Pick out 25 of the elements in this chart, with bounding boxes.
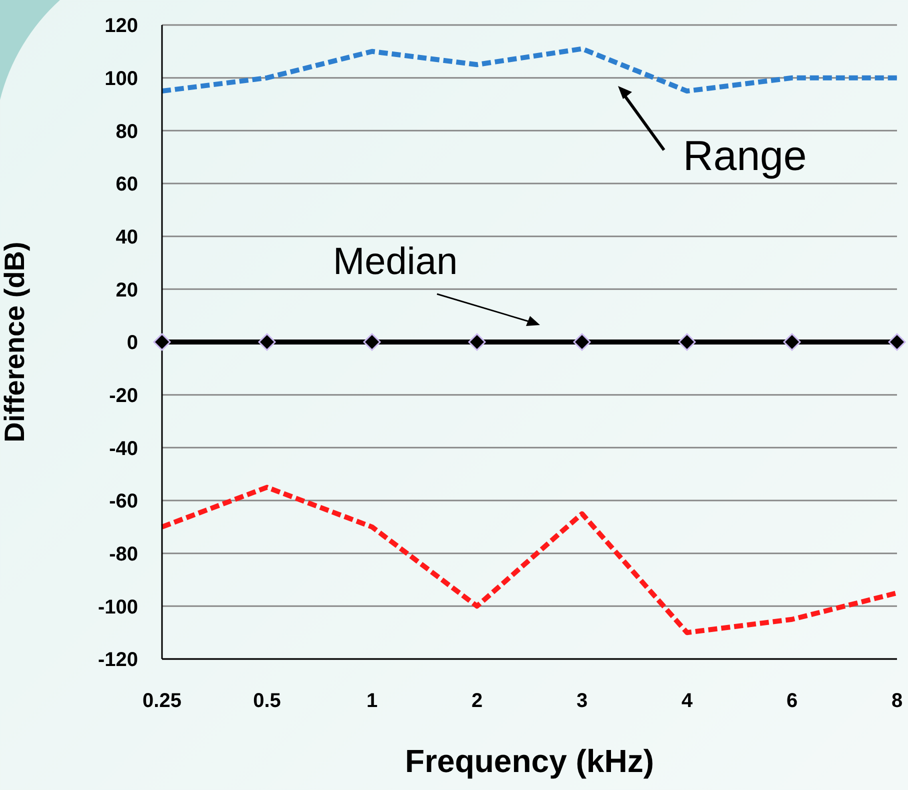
- y-tick-label: -120: [98, 649, 138, 672]
- annotation: Range: [683, 132, 807, 180]
- y-tick-label: 20: [116, 279, 138, 302]
- y-tick-label: -60: [109, 490, 138, 513]
- x-tick-label: 4: [681, 690, 694, 712]
- x-tick-label: 6: [786, 690, 798, 712]
- y-tick-label: 80: [116, 120, 138, 143]
- annotation: Median: [333, 241, 458, 284]
- y-axis-title: Difference (dB): [0, 242, 30, 442]
- x-tick-label: 2: [471, 690, 483, 712]
- x-tick-label: 1: [366, 690, 378, 712]
- y-tick-label: -100: [98, 596, 138, 618]
- y-tick-label: -20: [109, 384, 138, 407]
- y-tick-label: 0: [126, 332, 138, 354]
- y-tick-label: 40: [116, 226, 138, 248]
- x-tick-label: 0.25: [142, 690, 182, 712]
- x-tick-label: 0.5: [253, 690, 281, 712]
- y-tick-label: 120: [104, 15, 138, 38]
- y-tick-label: 100: [104, 68, 138, 90]
- x-tick-label: 8: [891, 690, 903, 712]
- x-axis-title: Frequency (kHz): [405, 743, 654, 779]
- y-tick-label: -80: [109, 543, 138, 566]
- y-tick-label: -40: [109, 438, 138, 460]
- y-tick-label: 60: [116, 174, 138, 196]
- x-tick-label: 3: [576, 690, 588, 712]
